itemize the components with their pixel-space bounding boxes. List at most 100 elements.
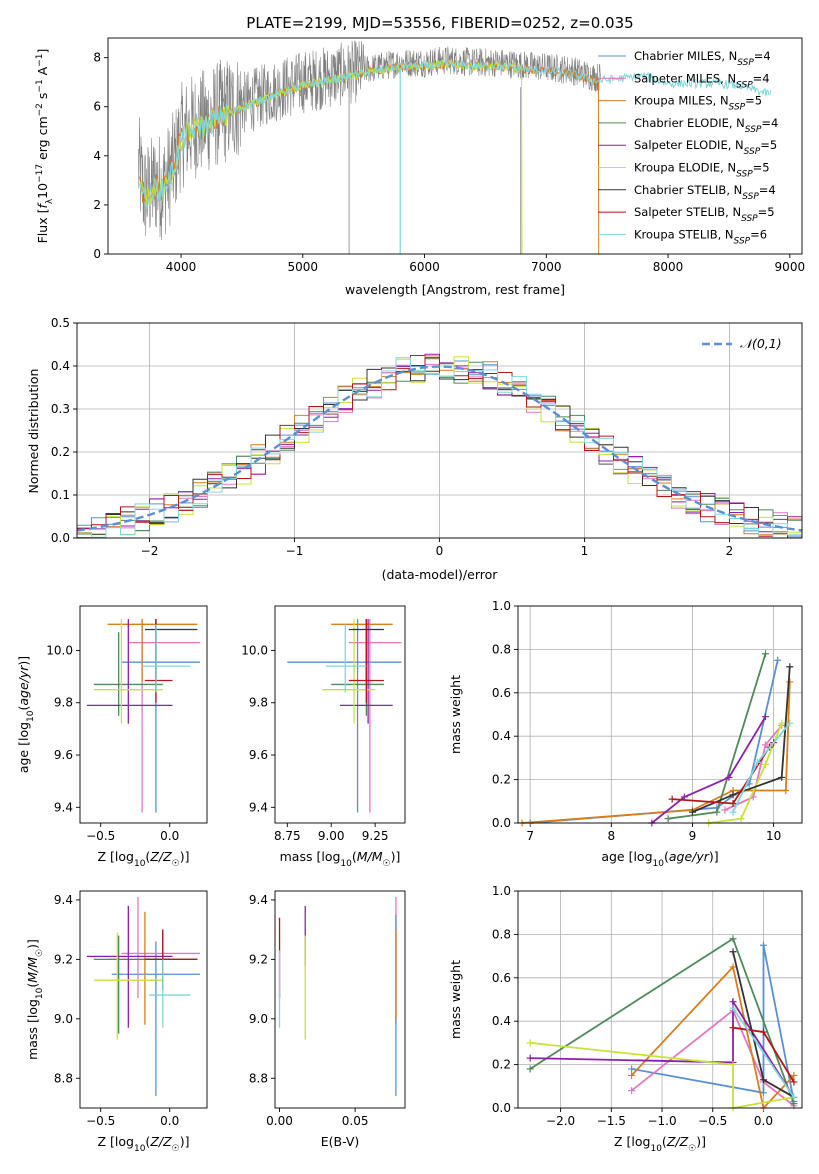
mass-weight-marker	[628, 1071, 636, 1079]
legend-entry: Chabrier ELODIE, NSSP=4	[634, 116, 778, 135]
model-spectrum	[139, 58, 600, 255]
x-axis-label: E(B-V)	[321, 1134, 360, 1149]
y-tick-label: 9.4	[249, 893, 268, 907]
residual-histogram	[77, 357, 802, 539]
y-tick-label: 9.0	[54, 1012, 73, 1026]
label-part: age/yr	[669, 849, 710, 864]
mass-weight-marker	[729, 808, 737, 816]
mass-weight-marker	[737, 815, 745, 823]
mass-weight-marker	[628, 1087, 636, 1095]
chart-title: PLATE=2199, MJD=53556, FIBERID=0252, z=0…	[246, 14, 633, 32]
label-part: =4	[759, 183, 776, 197]
y-tick-label: 9.2	[54, 952, 73, 966]
x-tick-label: 10	[766, 829, 781, 843]
x-tick-label: 0.00	[266, 1114, 293, 1128]
x-axis-label: wavelength [Angstrom, rest frame]	[345, 282, 565, 297]
mass-weight-marker	[721, 806, 729, 814]
mass-weight-marker	[782, 786, 790, 794]
mass-weight-marker	[786, 663, 794, 671]
y-tick-label: 0.6	[492, 686, 511, 700]
mass-weight-marker	[761, 713, 769, 721]
mass-weight-marker	[668, 795, 676, 803]
label-part: =4	[753, 71, 770, 85]
legend-entry: Kroupa MILES, NSSP=5	[634, 94, 762, 113]
label-part: (	[662, 1134, 667, 1149]
mass-weight-marker	[759, 941, 767, 949]
label-part: log	[115, 849, 134, 864]
label-part: )]	[696, 1134, 706, 1149]
y-tick-label: 0.5	[51, 316, 70, 330]
y-tick-label: 0.2	[492, 1058, 511, 1072]
label-part: =4	[754, 49, 771, 63]
y-tick-label: 9.6	[54, 748, 73, 762]
mass-weight-marker	[664, 815, 672, 823]
mass-weight-line	[651, 716, 767, 824]
mass-weight-marker	[729, 1024, 737, 1032]
y-tick-label: 0.0	[492, 1101, 511, 1115]
x-axis-label: age [log10(age/yr)]	[601, 849, 718, 869]
mass-weight-marker	[778, 773, 786, 781]
mass-weight-marker	[790, 1100, 798, 1108]
y-tick-label: 1.0	[492, 599, 511, 613]
x-tick-label: 0.05	[342, 1114, 369, 1128]
mass-weight-line	[630, 965, 795, 1110]
label-part: ☉	[383, 859, 391, 869]
x-tick-label: 8.75	[274, 829, 301, 843]
y-tick-label: 9.2	[249, 952, 268, 966]
x-tick-label: 2	[726, 544, 734, 558]
y-tick-label: 0.8	[492, 927, 511, 941]
mass-weight-marker	[526, 1054, 534, 1062]
mass-weight-marker	[790, 1071, 798, 1079]
label-part: age [	[16, 741, 31, 773]
x-axis-label: mass [log10(M/M☉)]	[280, 849, 401, 869]
label-part: Kroupa ELODIE, N	[634, 161, 736, 175]
y-tick-label: 0.6	[492, 971, 511, 985]
x-tick-label: −2.0	[546, 1114, 575, 1128]
mass-weight-marker	[790, 1078, 798, 1086]
x-tick-label: 7000	[531, 260, 562, 274]
x-tick-label: 6000	[409, 260, 440, 274]
y-axis-label: mass weight	[448, 960, 463, 1039]
mass-weight-marker	[526, 1039, 534, 1047]
x-tick-label: 9.25	[362, 829, 389, 843]
label-part: s	[35, 93, 50, 104]
label-part: 10	[26, 710, 36, 722]
label-part: M/M	[25, 957, 40, 983]
y-tick-label: 10.0	[241, 643, 268, 657]
axes-frame-6	[79, 890, 208, 1109]
y-tick-label: 0.2	[492, 773, 511, 787]
label-part: 10	[340, 859, 352, 869]
label-part: =5	[753, 161, 770, 175]
model-spectrum	[139, 58, 772, 210]
label-part: =4	[761, 116, 778, 130]
legend-entry: Kroupa STELIB, NSSP=6	[634, 227, 767, 246]
y-tick-label: 0	[93, 247, 101, 261]
mass-weight-marker	[729, 963, 737, 971]
mass-weight-marker	[688, 808, 696, 816]
label-part: (	[16, 706, 31, 711]
x-tick-label: −0.5	[698, 1114, 727, 1128]
label-part: 10	[35, 183, 50, 199]
x-tick-label: 9	[689, 829, 697, 843]
label-part: (	[352, 849, 357, 864]
label-part: SSP	[734, 236, 751, 246]
mass-weight-marker	[786, 678, 794, 686]
label-part: SSP	[736, 170, 753, 180]
x-axis-label: Z [log10(Z/Z☉)]	[97, 849, 189, 869]
y-tick-label: 0.8	[492, 642, 511, 656]
label-part: SSP	[737, 58, 754, 68]
mass-weight-marker	[778, 719, 786, 727]
label-part: A	[35, 66, 50, 79]
y-tick-label: 2	[93, 198, 101, 212]
y-tick-label: 1.0	[492, 884, 511, 898]
label-part: λ	[45, 198, 55, 204]
mass-weight-marker	[790, 1093, 798, 1101]
x-tick-label: −1.5	[597, 1114, 626, 1128]
mass-weight-marker	[725, 773, 733, 781]
label-part: )]	[180, 849, 190, 864]
x-tick-label: 9000	[775, 260, 806, 274]
x-tick-label: 0.0	[160, 829, 179, 843]
y-tick-label: 8	[93, 51, 101, 65]
label-part: ☉	[688, 1144, 696, 1154]
